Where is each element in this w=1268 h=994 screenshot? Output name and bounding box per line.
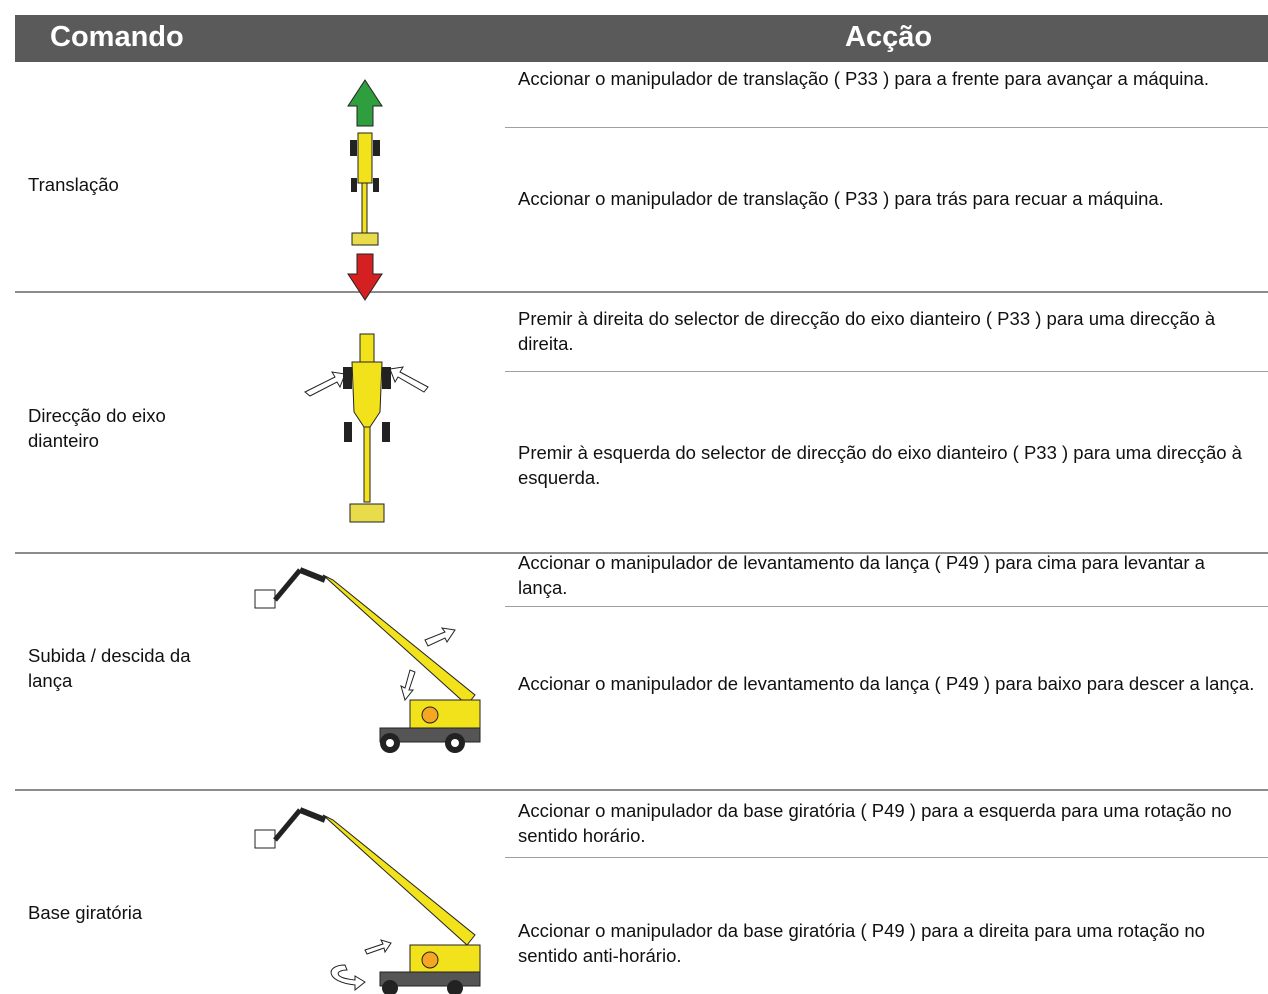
row-separator (15, 291, 1268, 293)
turntable-illustration (254, 807, 481, 994)
command: Subida / descida da lança (28, 645, 191, 691)
action: Premir à esquerda do selector de direcçã… (518, 442, 1242, 488)
action: Accionar o manipulador da base giratória… (518, 920, 1205, 966)
command: Direcção do eixo dianteiro (28, 405, 166, 451)
action: Accionar o manipulador da base giratória… (518, 800, 1232, 846)
header-command: Comando (50, 21, 184, 53)
action: Accionar o manipulador de translação ( P… (518, 188, 1164, 209)
action: Accionar o manipulador de translação ( P… (518, 68, 1210, 89)
action: Accionar o manipulador de levantamento d… (518, 552, 1205, 598)
sub-separator (505, 371, 1268, 372)
action: Premir à direita do selector de direcção… (518, 308, 1216, 354)
sub-separator (505, 606, 1268, 607)
travel-illustration (347, 79, 383, 301)
row-separator (15, 552, 1268, 554)
boom-illustration (254, 567, 481, 753)
command: Translação (28, 174, 119, 195)
row-separator (15, 789, 1268, 791)
sub-separator (505, 127, 1268, 128)
command: Base giratória (28, 902, 143, 923)
header-action: Acção (845, 21, 933, 53)
steering-illustration (304, 333, 429, 523)
table-header: Comando Acção (15, 15, 1268, 62)
action: Accionar o manipulador de levantamento d… (518, 673, 1255, 694)
sub-separator (505, 857, 1268, 858)
